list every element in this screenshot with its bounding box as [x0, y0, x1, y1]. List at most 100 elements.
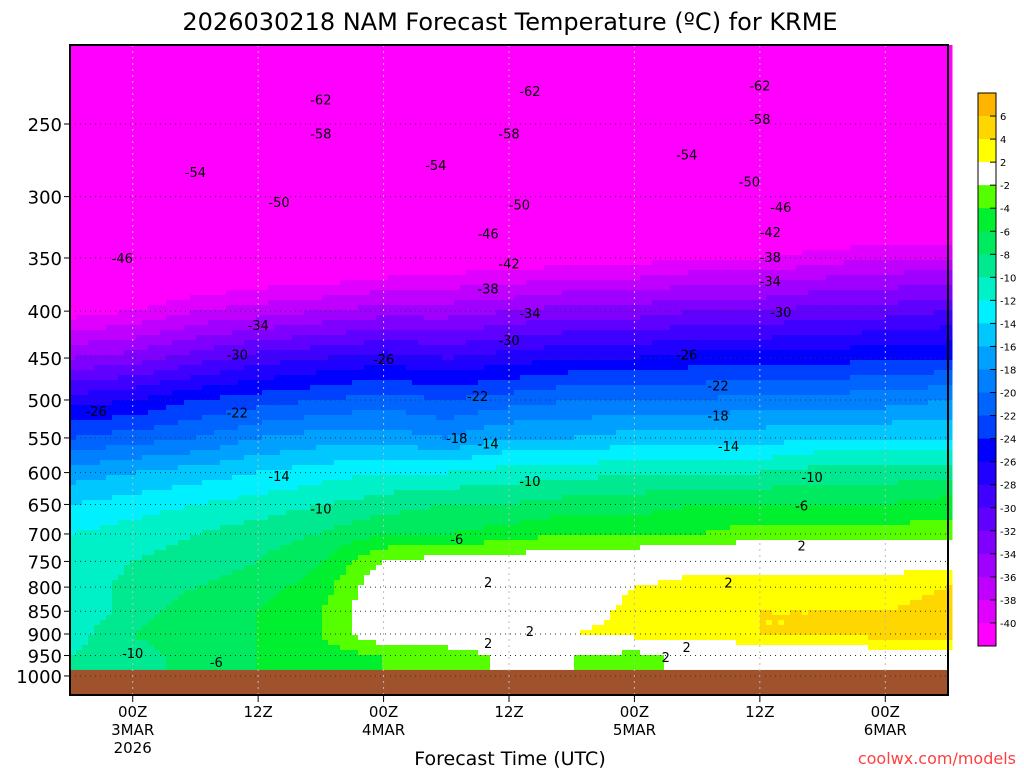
heat-cell: [298, 95, 305, 101]
heat-cell: [586, 45, 593, 51]
heat-cell: [754, 190, 761, 196]
heat-cell: [262, 55, 269, 61]
heat-cell: [916, 200, 923, 206]
heat-cell: [460, 55, 467, 61]
heat-cell: [184, 65, 191, 71]
heat-cell: [748, 155, 755, 161]
heat-cell: [496, 85, 503, 91]
heat-cell: [520, 125, 527, 131]
heat-cell: [304, 110, 311, 116]
heat-cell: [862, 90, 869, 96]
heat-cell: [706, 130, 713, 136]
heat-cell: [142, 45, 149, 51]
heat-cell: [160, 155, 167, 161]
heat-cell: [544, 175, 551, 181]
heat-cell: [196, 100, 203, 106]
heat-cell: [208, 130, 215, 136]
heat-cell: [550, 155, 557, 161]
heat-cell: [292, 185, 299, 191]
heat-cell: [100, 85, 107, 91]
heat-cell: [184, 135, 191, 141]
heat-cell: [874, 205, 881, 211]
heat-cell: [76, 105, 83, 111]
heat-cell: [538, 195, 545, 201]
heat-cell: [766, 115, 773, 121]
heat-cell: [136, 100, 143, 106]
heat-cell: [238, 105, 245, 111]
heat-cell: [694, 150, 701, 156]
heat-cell: [676, 200, 683, 206]
heat-cell: [616, 100, 623, 106]
heat-cell: [718, 115, 725, 121]
heat-cell: [658, 200, 665, 206]
heat-cell: [802, 70, 809, 76]
heat-cell: [442, 155, 449, 161]
heat-cell: [736, 190, 743, 196]
heat-cell: [502, 155, 509, 161]
heat-cell: [448, 125, 455, 131]
heat-cell: [358, 45, 365, 51]
heat-cell: [382, 200, 389, 206]
heat-cell: [886, 95, 893, 101]
heat-cell: [172, 135, 179, 141]
heat-cell: [100, 190, 107, 196]
heat-cell: [796, 155, 803, 161]
heat-cell: [610, 80, 617, 86]
heat-cell: [526, 115, 533, 121]
heat-cell: [352, 180, 359, 186]
heat-cell: [664, 80, 671, 86]
heat-cell: [574, 170, 581, 176]
heat-cell: [754, 110, 761, 116]
heat-cell: [412, 145, 419, 151]
heat-cell: [904, 185, 911, 191]
heat-cell: [196, 175, 203, 181]
heat-cell: [922, 180, 929, 186]
heat-cell: [76, 165, 83, 171]
heat-cell: [670, 170, 677, 176]
heat-cell: [448, 65, 455, 71]
heat-cell: [172, 195, 179, 201]
heat-cell: [868, 180, 875, 186]
heat-cell: [430, 55, 437, 61]
heat-cell: [862, 210, 869, 216]
heat-cell: [466, 150, 473, 156]
heat-cell: [142, 70, 149, 76]
heat-cell: [706, 210, 713, 216]
heat-cell: [916, 80, 923, 86]
heat-cell: [532, 95, 539, 101]
heat-cell: [844, 210, 851, 216]
heat-cell: [856, 195, 863, 201]
heat-cell: [916, 165, 923, 171]
heat-cell: [454, 150, 461, 156]
heat-cell: [700, 165, 707, 171]
heat-cell: [436, 135, 443, 141]
heat-cell: [550, 80, 557, 86]
heat-cell: [730, 90, 737, 96]
heat-cell: [268, 60, 275, 66]
heat-cell: [766, 75, 773, 81]
heat-cell: [148, 85, 155, 91]
heat-cell: [226, 195, 233, 201]
heat-cell: [916, 95, 923, 101]
heat-cell: [838, 125, 845, 131]
heat-cell: [244, 90, 251, 96]
heat-cell: [286, 170, 293, 176]
heat-cell: [910, 85, 917, 91]
heat-cell: [616, 85, 623, 91]
heat-cell: [472, 95, 479, 101]
heat-cell: [526, 170, 533, 176]
heat-cell: [250, 95, 257, 101]
heat-cell: [832, 115, 839, 121]
heat-cell: [76, 140, 83, 146]
heat-cell: [358, 135, 365, 141]
heat-cell: [634, 125, 641, 131]
heat-cell: [292, 200, 299, 206]
heat-cell: [112, 115, 119, 121]
heat-cell: [808, 200, 815, 206]
heat-cell: [298, 175, 305, 181]
heat-cell: [724, 195, 731, 201]
heat-cell: [214, 50, 221, 56]
heat-cell: [580, 65, 587, 71]
heat-cell: [454, 190, 461, 196]
heat-cell: [112, 120, 119, 126]
